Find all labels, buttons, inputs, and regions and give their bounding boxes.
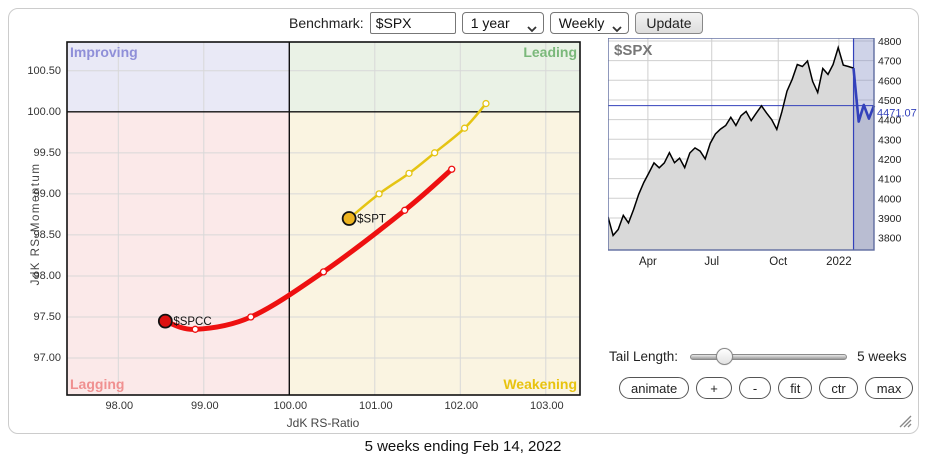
rrg-y-tick: 99.50 <box>33 146 61 159</box>
tail-length-value: 5 weeks <box>857 348 907 364</box>
zoom-out-button[interactable]: - <box>738 377 772 399</box>
benchmark-input[interactable] <box>369 12 456 34</box>
rrg-y-axis-title: JdK RS-Momentum <box>30 162 42 286</box>
svg-text:4800: 4800 <box>878 38 902 48</box>
symbol-label: $SPCC <box>173 316 211 328</box>
chevron-down-icon <box>527 20 537 36</box>
rrg-plot[interactable]: $SPT $SPCC <box>66 41 581 396</box>
head-marker-$SPT <box>341 211 357 226</box>
rrg-x-tick: 101.00 <box>358 400 393 412</box>
svg-text:4300: 4300 <box>878 134 902 146</box>
benchmark-label: Benchmark: <box>289 15 364 31</box>
rrg-x-tick: 100.00 <box>273 400 308 412</box>
zoom-in-button[interactable]: + <box>696 377 732 399</box>
rrg-y-tick: 98.00 <box>33 269 61 282</box>
price-line-recent <box>852 67 876 123</box>
range-select[interactable]: 1 year <box>461 12 544 36</box>
svg-text:4400: 4400 <box>878 115 902 127</box>
svg-text:3800: 3800 <box>878 233 902 245</box>
slider-thumb[interactable] <box>716 348 734 365</box>
quadrant-weakening <box>289 111 580 396</box>
range-select-value: 1 year <box>470 15 510 31</box>
price-area <box>608 47 874 250</box>
quadrant-improving <box>67 42 290 112</box>
fit-button[interactable]: fit <box>778 377 813 399</box>
tail-length-control: Tail Length: 5 weeks <box>609 345 919 367</box>
recent-weeks-band <box>853 38 874 250</box>
animate-button[interactable]: animate <box>619 377 690 399</box>
resize-handle-icon[interactable] <box>896 412 912 428</box>
chevron-down-icon <box>612 20 622 36</box>
rrg-app-panel: Benchmark: 1 year Weekly Update JdK RS-M… <box>8 8 919 434</box>
svg-text:4000: 4000 <box>878 193 902 205</box>
svg-text:Jul: Jul <box>704 256 719 268</box>
rrg-y-tick: 97.00 <box>33 352 61 365</box>
footer-caption: 5 weeks ending Feb 14, 2022 <box>364 438 562 455</box>
rrg-chart[interactable]: $SPT $SPCC Improving Leading Lagging Weak… <box>66 41 581 396</box>
price-line <box>607 44 854 237</box>
maximize-button[interactable]: max <box>864 377 914 399</box>
head-marker-$SPCC <box>157 313 173 329</box>
update-button[interactable]: Update <box>635 12 703 34</box>
period-select-value: Weekly <box>558 15 605 31</box>
quadrant-leading <box>289 42 580 112</box>
svg-text:Oct: Oct <box>769 256 788 268</box>
rrg-x-tick: 98.00 <box>105 400 134 412</box>
rrg-x-tick: 103.00 <box>529 400 564 412</box>
svg-text:3900: 3900 <box>878 213 902 225</box>
rrg-x-tick: 99.00 <box>191 400 219 412</box>
rrg-x-tick: 102.00 <box>444 400 479 412</box>
rrg-y-tick: 98.50 <box>33 228 61 241</box>
symbol-label: $SPT <box>357 214 386 226</box>
spx-mini-chart[interactable]: $SPX 3800 3900 4000 4100 4200 4300 4400 4500 4600… <box>607 36 920 276</box>
period-select[interactable]: Weekly <box>549 12 630 36</box>
svg-text:4700: 4700 <box>878 56 902 68</box>
last-price-label: 4471.07 <box>877 108 917 120</box>
tail-length-slider[interactable] <box>690 348 848 365</box>
svg-text:4200: 4200 <box>878 154 902 166</box>
svg-text:2022: 2022 <box>826 256 852 268</box>
chart-buttons: animate + - fit ctr max <box>619 377 914 399</box>
rrg-x-axis-title: JdK RS-Ratio <box>286 416 360 430</box>
rrg-y-tick: 99.00 <box>33 187 61 200</box>
center-button[interactable]: ctr <box>819 377 858 399</box>
svg-text:4100: 4100 <box>878 174 902 186</box>
quadrant-lagging <box>67 111 290 396</box>
rrg-y-tick: 97.50 <box>33 311 61 323</box>
rrg-y-tick: 100.50 <box>27 64 61 77</box>
svg-text:4500: 4500 <box>878 95 902 107</box>
mini-chart-title: $SPX <box>614 42 652 59</box>
svg-text:Apr: Apr <box>639 256 657 268</box>
rrg-y-tick: 100.00 <box>27 105 61 118</box>
benchmark-toolbar: Benchmark: 1 year Weekly Update <box>289 10 703 36</box>
svg-text:4600: 4600 <box>878 75 902 87</box>
tail-length-label: Tail Length: <box>609 348 679 364</box>
slider-track[interactable] <box>690 354 848 360</box>
